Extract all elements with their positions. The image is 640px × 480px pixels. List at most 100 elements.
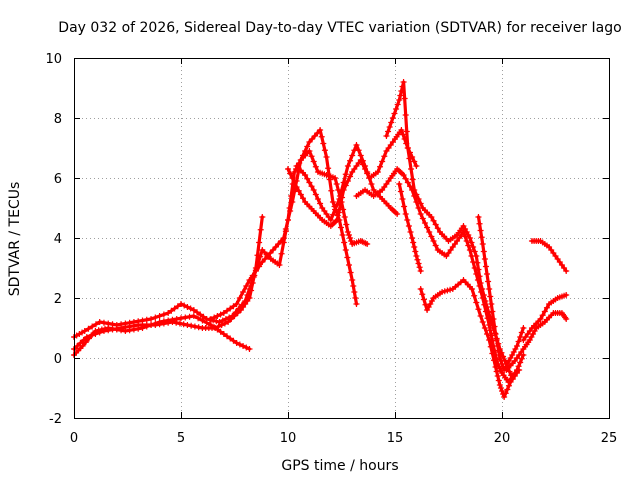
data-point	[430, 217, 437, 224]
data-point	[541, 308, 548, 315]
data-point	[191, 323, 198, 330]
data-point	[308, 183, 315, 190]
data-point	[339, 194, 346, 201]
data-point	[399, 196, 406, 202]
data-point	[249, 272, 256, 279]
data-point	[520, 325, 527, 331]
data-point	[496, 382, 503, 388]
data-point	[256, 239, 263, 246]
data-point	[484, 331, 491, 337]
data-point	[310, 158, 317, 165]
data-point	[254, 252, 261, 259]
data-point	[386, 124, 393, 130]
data-point	[332, 175, 339, 181]
data-point	[362, 166, 369, 172]
data-point	[349, 277, 356, 283]
data-point	[500, 391, 507, 397]
data-point	[415, 260, 422, 267]
data-point	[160, 320, 167, 327]
data-point	[272, 244, 279, 250]
data-point	[479, 319, 486, 325]
data-point	[349, 152, 356, 159]
data-point	[302, 172, 309, 178]
grid	[74, 58, 609, 418]
data-point	[299, 152, 306, 159]
x-tick-label: 20	[494, 431, 511, 446]
data-point	[402, 175, 409, 182]
data-point	[130, 322, 137, 329]
data-point	[195, 315, 202, 322]
data-point	[88, 332, 95, 339]
data-point	[422, 301, 429, 308]
data-point	[466, 247, 473, 253]
data-point	[494, 343, 501, 349]
data-point	[314, 130, 321, 136]
data-point	[417, 200, 424, 207]
y-tick-label: 0	[54, 352, 62, 367]
x-tick-label: 5	[177, 431, 185, 446]
data-point	[220, 331, 227, 337]
data-point	[398, 88, 405, 94]
data-point	[410, 239, 417, 246]
data-point	[404, 145, 411, 151]
chart-title: Day 032 of 2026, Sidereal Day-to-day VTE…	[58, 20, 621, 36]
data-point	[485, 278, 492, 285]
y-tick-label: -2	[49, 412, 62, 427]
data-point	[318, 133, 325, 140]
data-point	[419, 291, 426, 298]
data-point	[501, 394, 508, 400]
data-point	[518, 329, 525, 336]
data-point	[304, 175, 311, 182]
data-point	[379, 158, 386, 165]
data-point	[475, 214, 482, 220]
data-point	[233, 301, 240, 307]
data-point	[444, 287, 451, 294]
data-point	[327, 217, 334, 223]
data-point	[302, 148, 309, 154]
data-point	[508, 372, 515, 379]
data-point	[126, 323, 133, 330]
data-point	[80, 337, 87, 343]
data-point	[309, 136, 316, 142]
data-point	[484, 304, 491, 310]
data-point	[488, 301, 495, 307]
data-point	[176, 320, 183, 327]
data-point	[492, 331, 499, 337]
data-point	[563, 268, 570, 274]
data-point	[218, 322, 225, 328]
data-point	[252, 268, 259, 274]
data-point	[249, 280, 256, 286]
data-point	[333, 181, 340, 187]
data-point	[280, 235, 287, 241]
data-point	[466, 235, 473, 241]
series-track-13	[520, 292, 570, 343]
data-point	[355, 147, 362, 154]
y-tick-label: 8	[54, 112, 62, 127]
data-point	[96, 319, 103, 325]
data-point	[505, 382, 512, 389]
data-point	[502, 390, 509, 397]
data-point	[312, 191, 319, 198]
series-track-11	[475, 214, 527, 373]
data-point	[406, 155, 413, 162]
data-point	[282, 226, 289, 232]
data-point	[174, 303, 181, 310]
data-point	[479, 286, 486, 292]
data-point	[270, 247, 277, 253]
data-point	[257, 226, 264, 233]
data-point	[317, 127, 324, 133]
data-point	[364, 170, 371, 177]
data-point	[169, 319, 176, 325]
data-point	[278, 238, 285, 244]
x-tick-label: 0	[70, 431, 78, 446]
data-point	[297, 191, 304, 198]
data-point	[480, 248, 487, 255]
data-point	[340, 206, 347, 213]
data-point	[489, 308, 496, 315]
data-point	[344, 229, 351, 235]
data-point	[506, 368, 513, 375]
data-point	[195, 324, 202, 331]
data-point	[414, 256, 421, 263]
data-point	[160, 311, 167, 318]
